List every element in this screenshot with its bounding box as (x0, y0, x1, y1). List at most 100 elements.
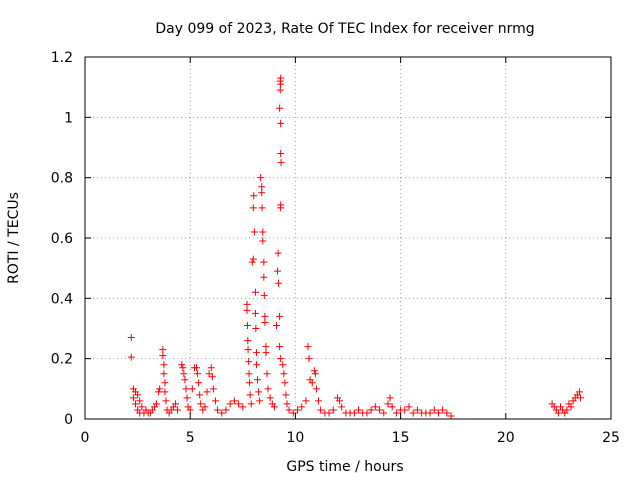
data-point (311, 370, 319, 378)
data-point (409, 409, 417, 417)
data-point (563, 406, 571, 414)
x-tick-label: 0 (81, 430, 90, 446)
data-point (554, 409, 562, 417)
data-point (276, 312, 284, 320)
y-tick-label: 0.4 (51, 291, 73, 307)
data-point (384, 400, 392, 408)
data-point (201, 403, 209, 411)
data-point (277, 74, 285, 82)
data-point (250, 192, 258, 200)
data-point (245, 358, 253, 366)
data-point (160, 370, 168, 378)
data-point (283, 400, 291, 408)
data-point (249, 204, 257, 212)
data-point (244, 337, 252, 345)
data-point (243, 300, 251, 308)
data-point (259, 228, 267, 236)
data-point (254, 376, 262, 384)
data-point (243, 321, 251, 329)
data-point (257, 174, 265, 182)
data-point (336, 397, 344, 405)
data-point (252, 349, 260, 357)
data-point (174, 406, 182, 414)
data-point (430, 406, 438, 414)
data-point (567, 403, 575, 411)
data-point (388, 403, 396, 411)
data-point (159, 352, 167, 360)
data-point (280, 370, 288, 378)
data-point (305, 355, 313, 363)
data-point (277, 119, 285, 127)
data-point (575, 388, 583, 396)
data-point (246, 379, 254, 387)
data-point (258, 189, 266, 197)
data-point (180, 370, 188, 378)
x-tick-label: 10 (286, 430, 304, 446)
data-points (127, 74, 584, 420)
grid-lines (85, 57, 611, 419)
data-point (218, 409, 226, 417)
data-point (247, 400, 255, 408)
data-point (136, 397, 144, 405)
data-point (193, 364, 201, 372)
data-point (363, 409, 371, 417)
data-point (245, 370, 253, 378)
data-point (171, 400, 179, 408)
data-point (401, 406, 409, 414)
data-point (183, 394, 191, 402)
data-point (405, 403, 413, 411)
data-point (274, 249, 282, 257)
data-point (443, 409, 451, 417)
y-tick-label: 0.8 (51, 171, 73, 187)
data-point (258, 204, 266, 212)
axis-ticks (84, 56, 612, 420)
data-point (310, 367, 318, 375)
data-point (255, 388, 263, 396)
data-point (153, 400, 161, 408)
data-point (294, 406, 302, 414)
data-point (161, 379, 169, 387)
data-point (315, 397, 323, 405)
data-point (256, 397, 264, 405)
y-axis-label: ROTI / TECUs (6, 192, 22, 284)
chart-title: Day 099 of 2023, Rate Of TEC Index for r… (155, 21, 534, 37)
y-tick-label: 1 (64, 110, 73, 126)
data-point (222, 406, 230, 414)
data-point (266, 394, 274, 402)
data-point (277, 201, 285, 209)
y-tick-label: 0 (64, 412, 73, 428)
data-point (576, 394, 584, 402)
data-point (162, 397, 170, 405)
data-point (127, 353, 135, 361)
data-point (214, 406, 222, 414)
tick-labels: 0 5 10 15 20 25 0 0.2 0.4 0.6 0.8 1 1.2 (51, 50, 620, 446)
data-point (251, 309, 259, 317)
data-point (129, 394, 137, 402)
data-point (207, 364, 215, 372)
data-point (380, 409, 388, 417)
data-point (304, 343, 312, 351)
data-point (239, 403, 247, 411)
data-point (274, 267, 282, 275)
data-point (261, 312, 269, 320)
data-point (272, 321, 280, 329)
data-point (178, 361, 186, 369)
data-point (243, 306, 251, 314)
y-tick-label: 1.2 (51, 50, 73, 66)
data-point (261, 318, 269, 326)
data-point (235, 400, 243, 408)
data-point (262, 349, 270, 357)
data-point (355, 406, 363, 414)
data-point (413, 406, 421, 414)
data-point (179, 364, 187, 372)
data-point (275, 279, 283, 287)
data-point (182, 385, 190, 393)
data-point (285, 406, 293, 414)
data-point (270, 403, 278, 411)
data-point (194, 370, 202, 378)
data-point (209, 385, 217, 393)
data-point (276, 343, 284, 351)
data-point (264, 385, 272, 393)
data-point (186, 406, 194, 414)
data-point (325, 409, 333, 417)
